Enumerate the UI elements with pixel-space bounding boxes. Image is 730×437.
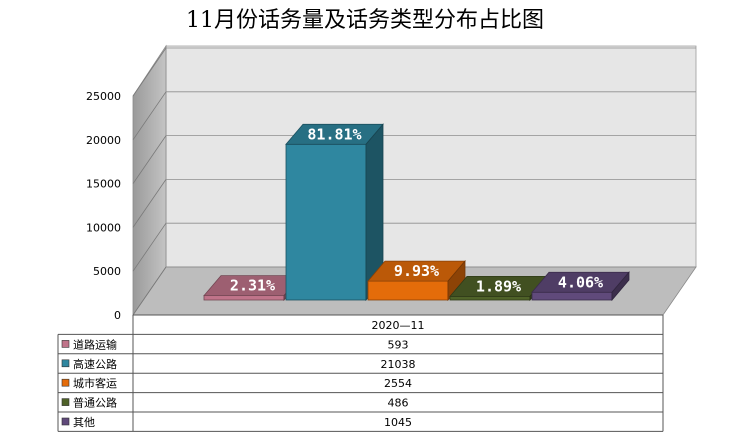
bar-side [611, 271, 630, 302]
gridline-side [132, 47, 167, 97]
y-tick-label: 5000 [93, 265, 121, 278]
bar-front [449, 296, 531, 301]
gridlines [132, 47, 696, 316]
gridline-side [132, 222, 167, 272]
bars: 2.31% 81.81% 9.93% 1.89% 4.06% [203, 123, 630, 302]
bar-1: 81.81% [285, 123, 384, 302]
legend-label: 高速公路 [73, 357, 117, 371]
back-wall [165, 45, 697, 268]
data-label: 81.81% [307, 125, 361, 143]
bar-front [285, 143, 367, 301]
y-tick-label: 10000 [86, 221, 121, 234]
bar-front [531, 291, 613, 301]
gridline-side [132, 266, 167, 316]
bar-2: 9.93% [367, 260, 466, 302]
y-tick-label: 25000 [86, 90, 121, 103]
data-table: 2020—11 道路运输 593 高速公路 21038 城市客运 2554 普通公路 486 其他… [57, 314, 664, 432]
y-tick-label: 0 [114, 309, 121, 322]
table-value: 2554 [384, 377, 412, 390]
data-label: 1.89% [476, 277, 521, 295]
legend-label: 城市客运 [73, 376, 117, 390]
y-tick-label: 15000 [86, 178, 121, 191]
gridline-side [132, 91, 167, 141]
gridline-side [132, 179, 167, 228]
bar-4: 4.06% [531, 271, 630, 302]
y-axis-ticks: 0 5000 10000 15000 20000 25000 [86, 90, 121, 322]
chart-title: 11月份话务量及话务类型分布占比图 [186, 8, 544, 33]
y-tick-label: 20000 [86, 134, 121, 147]
gridline-side [132, 135, 167, 184]
legend-swatch [61, 417, 70, 426]
bar-front [367, 280, 449, 301]
table-value: 21038 [381, 358, 416, 371]
table-value: 593 [388, 338, 409, 351]
table-header-category: 2020—11 [372, 319, 425, 332]
table-value: 1045 [384, 416, 412, 429]
data-label: 2.31% [230, 277, 275, 295]
legend-swatch [61, 378, 70, 387]
table-value: 486 [388, 397, 409, 410]
legend-swatch [61, 398, 70, 406]
data-label: 9.93% [394, 262, 439, 280]
data-label: 4.06% [558, 273, 603, 291]
bar-front [203, 295, 285, 301]
legend-swatch [61, 340, 70, 348]
legend-label: 道路运输 [73, 337, 117, 351]
legend-swatch [61, 359, 70, 368]
legend-label: 其他 [73, 416, 95, 429]
legend-label: 普通公路 [73, 396, 117, 410]
